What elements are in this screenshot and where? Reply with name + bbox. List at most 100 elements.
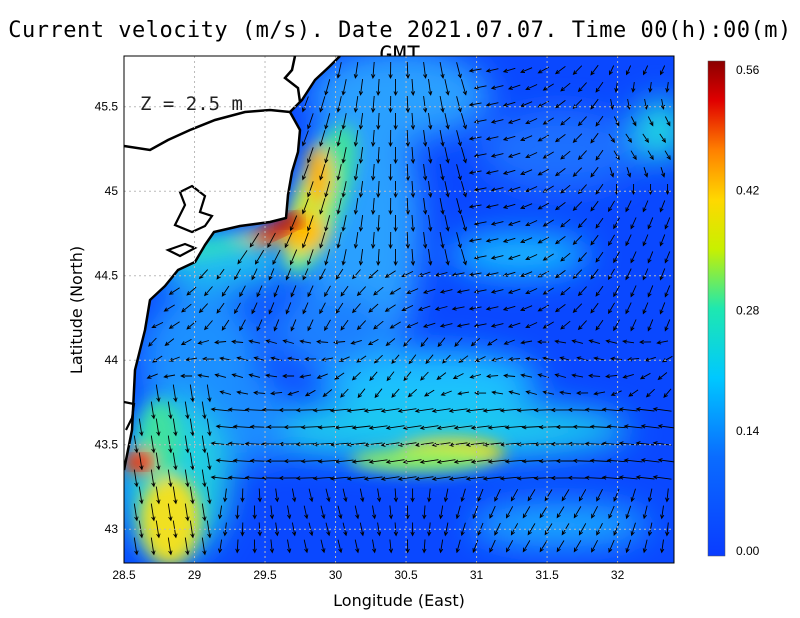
velocity-arrow: [239, 285, 246, 298]
velocity-arrow: [240, 522, 245, 537]
velocity-arrow: [554, 66, 566, 75]
velocity-arrow: [248, 373, 261, 378]
y-tick-labels: 43 43.5 44 44.5 45 45.5: [95, 100, 119, 537]
velocity-arrow: [150, 469, 156, 488]
velocity-arrow: [522, 506, 531, 519]
velocity-arrow: [642, 133, 649, 143]
velocity-arrow: [388, 197, 393, 216]
velocity-arrow: [290, 285, 297, 298]
velocity-arrow: [453, 425, 473, 430]
velocity-arrow: [477, 488, 484, 502]
velocity-arrow: [542, 390, 555, 395]
velocity-arrow: [625, 505, 632, 520]
velocity-arrow: [577, 116, 587, 127]
velocity-arrow: [601, 407, 621, 412]
velocity-arrow: [336, 198, 342, 215]
velocity-arrow: [283, 458, 303, 464]
velocity-arrow: [336, 232, 342, 249]
velocity-arrow: [439, 62, 445, 79]
velocity-arrow: [590, 132, 599, 144]
velocity-arrow: [665, 488, 670, 503]
velocity-arrow: [356, 355, 367, 363]
velocity-arrow: [491, 390, 504, 395]
velocity-arrow: [442, 354, 451, 364]
velocity-arrow: [625, 302, 632, 315]
velocity-arrow: [167, 503, 173, 522]
velocity-arrow: [232, 424, 252, 429]
velocity-arrow: [625, 234, 632, 247]
velocity-arrow: [525, 118, 538, 125]
velocity-arrow: [201, 537, 207, 556]
velocity-arrow: [150, 503, 156, 522]
velocity-arrow: [307, 249, 314, 266]
velocity-arrow: [593, 391, 606, 396]
velocity-arrow: [353, 130, 359, 147]
velocity-arrow: [490, 119, 504, 124]
velocity-arrow: [502, 203, 516, 209]
velocity-arrow: [588, 373, 601, 378]
velocity-arrow: [422, 505, 427, 520]
velocity-arrow: [625, 133, 632, 143]
colorbar-tick-label: 0.42: [736, 183, 760, 197]
velocity-arrow: [138, 418, 144, 437]
velocity-arrow: [542, 287, 554, 295]
velocity-arrow: [521, 425, 541, 430]
velocity-arrow: [444, 181, 450, 198]
velocity-arrow: [555, 458, 575, 464]
velocity-arrow: [232, 458, 252, 463]
velocity-arrow: [316, 339, 329, 344]
velocity-arrow: [664, 116, 671, 127]
velocity-arrow: [664, 285, 671, 298]
velocity-arrow: [577, 150, 587, 161]
velocity-arrow: [608, 505, 615, 519]
velocity-arrow: [373, 320, 384, 330]
velocity-arrow: [352, 303, 361, 314]
velocity-arrow: [278, 441, 298, 447]
velocity-arrow: [507, 220, 521, 226]
velocity-arrow: [410, 146, 416, 165]
velocity-arrow: [444, 79, 450, 96]
velocity-arrow: [487, 338, 498, 346]
velocity-arrow: [595, 285, 604, 297]
velocity-arrow: [373, 286, 384, 296]
velocity-arrow: [490, 289, 504, 294]
velocity-arrow: [138, 486, 144, 505]
velocity-arrow: [439, 289, 453, 294]
velocity-arrow: [571, 339, 584, 344]
velocity-arrow: [204, 320, 213, 331]
velocity-arrow: [138, 452, 144, 471]
velocity-arrow: [595, 149, 604, 161]
velocity-arrow: [525, 254, 538, 261]
velocity-arrow: [266, 424, 286, 430]
velocity-arrow: [150, 401, 156, 420]
velocity-arrow: [133, 537, 139, 556]
velocity-arrow: [590, 166, 599, 178]
velocity-arrow: [301, 198, 309, 215]
velocity-arrow: [556, 540, 565, 553]
velocity-arrow: [307, 113, 314, 130]
velocity-arrow: [278, 475, 298, 481]
velocity-arrow: [613, 217, 620, 230]
velocity-arrow: [561, 489, 570, 502]
velocity-arrow: [522, 540, 531, 553]
velocity-arrow: [610, 390, 622, 396]
velocity-arrow: [231, 339, 244, 344]
velocity-arrow: [414, 408, 434, 413]
velocity-arrow: [554, 100, 566, 109]
velocity-arrow: [554, 134, 566, 143]
y-tick-label: 44: [105, 353, 119, 367]
velocity-arrow: [608, 65, 615, 76]
velocity-arrow: [422, 322, 436, 328]
velocity-arrow: [465, 408, 485, 413]
velocity-arrow: [506, 506, 514, 519]
velocity-arrow: [554, 304, 566, 313]
velocity-arrow: [456, 130, 462, 147]
velocity-arrow: [150, 435, 156, 454]
velocity-arrow: [367, 339, 379, 346]
velocity-arrow: [639, 339, 652, 345]
velocity-arrow: [659, 234, 666, 247]
velocity-arrow: [436, 425, 456, 430]
velocity-arrow: [499, 408, 519, 413]
velocity-arrow: [252, 539, 257, 554]
velocity-arrow: [428, 79, 433, 96]
